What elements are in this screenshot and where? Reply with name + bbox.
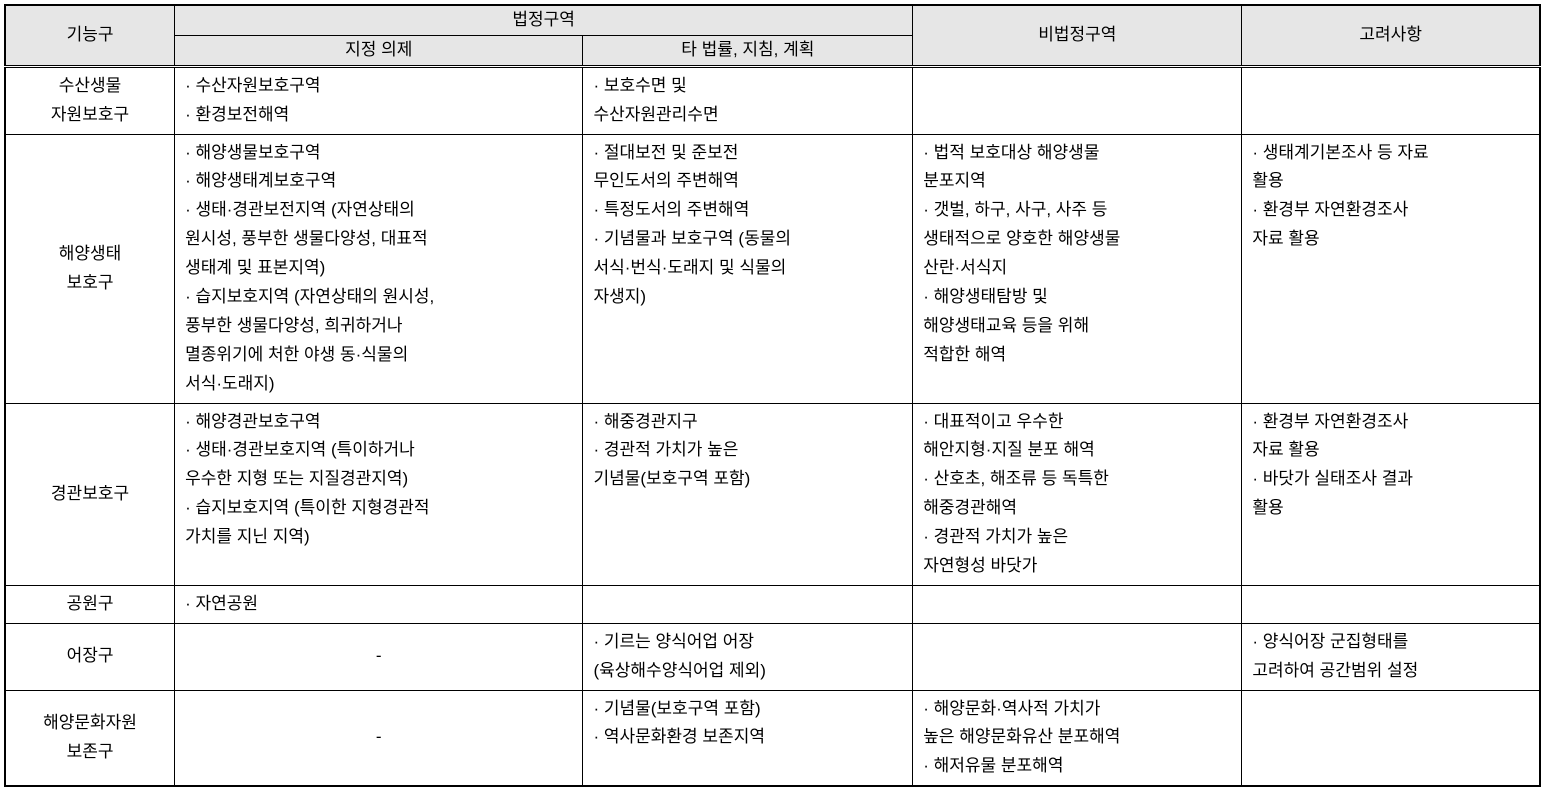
header-considerations: 고려사항 <box>1242 5 1540 66</box>
table-row: 수산생물 자원보호구 · 수산자원보호구역 · 환경보전해역 · 보호수면 및 … <box>5 66 1540 134</box>
row-label-park: 공원구 <box>5 585 175 623</box>
cell-fishing-ground-considerations: · 양식어장 군집형태를 고려하여 공간범위 설정 <box>1242 623 1540 690</box>
header-function-zone: 기능구 <box>5 5 175 66</box>
cell-landscape-designation: · 해양경관보호구역 · 생태·경관보호지역 (특이하거나 우수한 지형 또는 … <box>175 403 583 585</box>
row-label-landscape: 경관보호구 <box>5 403 175 585</box>
header-nonlegal-zone: 비법정구역 <box>913 5 1242 66</box>
cell-marine-eco-nonlegal: · 법적 보호대상 해양생물 분포지역 · 갯벌, 하구, 사구, 사주 등 생… <box>913 134 1242 403</box>
header-other-laws: 타 법률, 지침, 계획 <box>583 35 913 66</box>
cell-culture-nonlegal: · 해양문화·역사적 가치가 높은 해양문화유산 분포해역 · 해저유물 분포해… <box>913 690 1242 786</box>
row-label-marine-eco: 해양생태 보호구 <box>5 134 175 403</box>
cell-park-considerations <box>1242 585 1540 623</box>
cell-fishery-laws: · 보호수면 및 수산자원관리수면 <box>583 66 913 134</box>
row-label-fishery: 수산생물 자원보호구 <box>5 66 175 134</box>
cell-marine-eco-considerations: · 생태계기본조사 등 자료 활용 · 환경부 자연환경조사 자료 활용 <box>1242 134 1540 403</box>
cell-marine-eco-designation: · 해양생물보호구역 · 해양생태계보호구역 · 생태·경관보전지역 (자연상태… <box>175 134 583 403</box>
header-designation: 지정 의제 <box>175 35 583 66</box>
header-legal-zone-group: 법정구역 <box>175 5 913 35</box>
cell-fishery-designation: · 수산자원보호구역 · 환경보전해역 <box>175 66 583 134</box>
cell-fishery-nonlegal <box>913 66 1242 134</box>
table-row: 어장구 - · 기르는 양식어업 어장 (육상해수양식어업 제외) · 양식어장… <box>5 623 1540 690</box>
cell-park-laws <box>583 585 913 623</box>
row-label-culture: 해양문화자원 보존구 <box>5 690 175 786</box>
row-label-fishing-ground: 어장구 <box>5 623 175 690</box>
zone-classification-table: 기능구 법정구역 비법정구역 고려사항 지정 의제 타 법률, 지침, 계획 수… <box>4 4 1541 787</box>
cell-landscape-nonlegal: · 대표적이고 우수한 해안지형·지질 분포 해역 · 산호초, 해조류 등 독… <box>913 403 1242 585</box>
table-row: 경관보호구 · 해양경관보호구역 · 생태·경관보호지역 (특이하거나 우수한 … <box>5 403 1540 585</box>
cell-park-designation: · 자연공원 <box>175 585 583 623</box>
cell-culture-designation: - <box>175 690 583 786</box>
table-row: 해양문화자원 보존구 - · 기념물(보호구역 포함) · 역사문화환경 보존지… <box>5 690 1540 786</box>
table-row: 공원구 · 자연공원 <box>5 585 1540 623</box>
cell-fishing-ground-nonlegal <box>913 623 1242 690</box>
cell-fishing-ground-laws: · 기르는 양식어업 어장 (육상해수양식어업 제외) <box>583 623 913 690</box>
cell-park-nonlegal <box>913 585 1242 623</box>
cell-marine-eco-laws: · 절대보전 및 준보전 무인도서의 주변해역 · 특정도서의 주변해역 · 기… <box>583 134 913 403</box>
cell-culture-considerations <box>1242 690 1540 786</box>
cell-fishery-considerations <box>1242 66 1540 134</box>
table-row: 해양생태 보호구 · 해양생물보호구역 · 해양생태계보호구역 · 생태·경관보… <box>5 134 1540 403</box>
cell-landscape-considerations: · 환경부 자연환경조사 자료 활용 · 바닷가 실태조사 결과 활용 <box>1242 403 1540 585</box>
cell-fishing-ground-designation: - <box>175 623 583 690</box>
cell-culture-laws: · 기념물(보호구역 포함) · 역사문화환경 보존지역 <box>583 690 913 786</box>
cell-landscape-laws: · 해중경관지구 · 경관적 가치가 높은 기념물(보호구역 포함) <box>583 403 913 585</box>
